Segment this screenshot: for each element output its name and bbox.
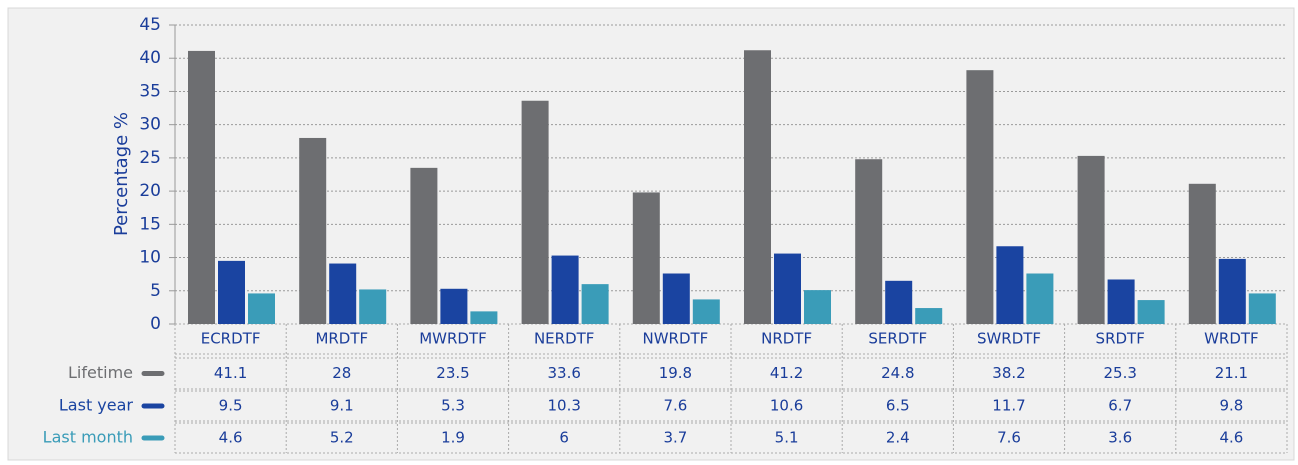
table-value: 11.7 xyxy=(992,397,1025,415)
x-tick-label: NRDTF xyxy=(761,330,812,348)
x-tick-label: NERDTF xyxy=(534,330,594,348)
bar xyxy=(744,50,771,324)
table-value: 23.5 xyxy=(436,364,469,382)
bar xyxy=(359,289,387,324)
table-value: 19.8 xyxy=(659,364,692,382)
y-axis-label: Percentage % xyxy=(111,112,132,236)
bar xyxy=(966,70,994,324)
table-value: 24.8 xyxy=(881,364,914,382)
table-value: 6.5 xyxy=(886,397,910,415)
y-tick-label: 10 xyxy=(139,248,161,268)
table-value: 38.2 xyxy=(992,364,1025,382)
table-value: 7.6 xyxy=(997,429,1021,447)
table-value: 5.2 xyxy=(330,429,354,447)
table-value: 7.6 xyxy=(663,397,687,415)
bar xyxy=(188,50,215,325)
table-value: 9.8 xyxy=(1219,397,1243,415)
bar xyxy=(692,299,720,324)
y-tick-label: 5 xyxy=(150,281,161,301)
x-tick-label: SWRDTF xyxy=(977,330,1041,348)
bar xyxy=(1026,273,1054,324)
bar xyxy=(470,311,498,324)
bar xyxy=(632,192,660,324)
table-value: 10.3 xyxy=(547,397,580,415)
bar xyxy=(581,284,609,324)
x-tick-label: SRDTF xyxy=(1096,330,1145,348)
bar xyxy=(521,100,549,324)
bar xyxy=(996,246,1024,324)
x-tick-label: NWRDTF xyxy=(642,330,708,348)
bar xyxy=(1077,155,1105,324)
x-tick-label: MRDTF xyxy=(315,330,368,348)
table-value: 9.1 xyxy=(330,397,354,415)
table-value: 10.6 xyxy=(770,397,803,415)
bar xyxy=(1137,300,1165,324)
y-tick-label: 30 xyxy=(139,115,161,135)
table-value: 33.6 xyxy=(547,364,580,382)
y-tick-label: 20 xyxy=(139,181,161,201)
y-tick-label: 45 xyxy=(139,15,161,35)
bar xyxy=(329,263,357,324)
x-tick-label: SERDTF xyxy=(868,330,927,348)
table-value: 3.7 xyxy=(663,429,687,447)
x-tick-label: MWRDTF xyxy=(419,330,487,348)
y-tick-label: 0 xyxy=(150,314,161,334)
y-tick-label: 35 xyxy=(139,81,161,101)
table-value: 41.1 xyxy=(214,364,247,382)
bar xyxy=(774,253,801,324)
table-value: 4.6 xyxy=(219,429,243,447)
y-tick-label: 25 xyxy=(139,148,161,168)
bar xyxy=(1218,258,1246,324)
bar xyxy=(248,293,275,324)
x-tick-label: WRDTF xyxy=(1204,330,1259,348)
bar xyxy=(299,137,327,324)
bar xyxy=(804,290,831,324)
bar xyxy=(915,308,943,324)
x-tick-label: ECRDTF xyxy=(201,330,261,348)
bar xyxy=(440,288,468,324)
bar xyxy=(855,159,883,324)
legend-label: Lifetime xyxy=(68,363,133,382)
table-value: 6.7 xyxy=(1108,397,1132,415)
table-value: 41.2 xyxy=(770,364,803,382)
table-value: 5.1 xyxy=(775,429,799,447)
bar xyxy=(218,260,245,324)
table-value: 3.6 xyxy=(1108,429,1132,447)
bar xyxy=(662,273,690,324)
bar xyxy=(1188,183,1216,324)
table-value: 6 xyxy=(559,429,569,447)
bar xyxy=(1248,293,1276,324)
table-value: 2.4 xyxy=(886,429,910,447)
table-value: 9.5 xyxy=(219,397,243,415)
table-value: 4.6 xyxy=(1219,429,1243,447)
table-value: 5.3 xyxy=(441,397,465,415)
table-value: 1.9 xyxy=(441,429,465,447)
bar xyxy=(1107,279,1135,324)
legend-label: Last month xyxy=(43,428,133,447)
table-value: 21.1 xyxy=(1215,364,1248,382)
y-tick-label: 40 xyxy=(139,48,161,68)
bar xyxy=(410,167,438,324)
bar xyxy=(885,280,913,324)
y-tick-label: 15 xyxy=(139,214,161,234)
table-value: 25.3 xyxy=(1103,364,1136,382)
table-value: 28 xyxy=(332,364,351,382)
legend-label: Last year xyxy=(59,396,134,415)
bar xyxy=(551,255,579,324)
